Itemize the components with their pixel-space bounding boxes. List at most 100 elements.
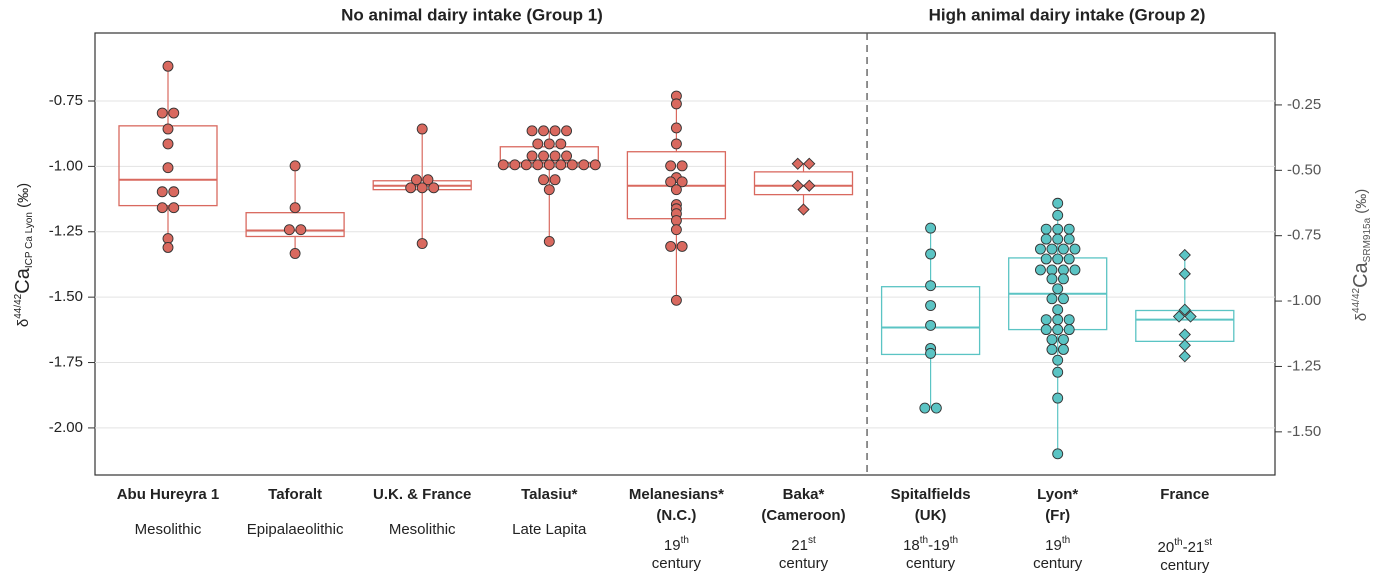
category-label: Spitalfields: [891, 486, 971, 503]
point: [1034, 264, 1046, 276]
text-segment: Mesolithic: [135, 521, 202, 538]
point: [532, 138, 544, 150]
point: [1046, 243, 1058, 255]
point: [416, 182, 428, 194]
point: [428, 182, 440, 194]
category-period: Late Lapita: [512, 521, 587, 538]
point: [289, 248, 301, 259]
point: [162, 60, 174, 72]
point: [1052, 197, 1064, 209]
point: [162, 138, 174, 150]
point: [925, 280, 937, 292]
point: [509, 159, 521, 171]
superscript: th: [1062, 535, 1070, 546]
point: [1057, 273, 1069, 285]
point: [566, 159, 578, 171]
text-segment: -21: [1183, 539, 1205, 556]
category-period: century: [906, 555, 956, 572]
category-period: 18th-19th: [903, 535, 958, 554]
point: [1057, 344, 1069, 355]
point: [1052, 314, 1064, 326]
text-segment: Mesolithic: [389, 521, 456, 538]
point: [1046, 344, 1058, 355]
point: [538, 125, 549, 137]
point: [1178, 267, 1191, 281]
category-period: 20th-21st: [1158, 537, 1213, 556]
point: [1052, 324, 1064, 336]
y2-tick-label: -0.50: [1287, 161, 1321, 178]
category-label: (Fr): [1045, 507, 1070, 524]
point: [1052, 366, 1064, 378]
text-segment: Ca: [1350, 261, 1372, 287]
point: [168, 107, 180, 119]
superscript: 44/42: [13, 293, 24, 318]
point: [561, 150, 572, 162]
plot-frame: [94, 32, 1276, 476]
subscript: SRM915a: [1362, 217, 1373, 262]
point: [1172, 310, 1186, 323]
point: [1052, 392, 1064, 404]
point: [1052, 448, 1064, 460]
point: [670, 138, 682, 150]
point: [543, 159, 555, 171]
point: [543, 138, 555, 150]
point: [289, 160, 301, 172]
point: [925, 319, 937, 331]
point: [1063, 223, 1075, 235]
point: [670, 215, 682, 226]
text-segment: century: [779, 555, 829, 572]
category-period: century: [779, 555, 829, 572]
y2-tick-label: -1.50: [1287, 423, 1321, 440]
point: [1063, 324, 1075, 336]
superscript: st: [808, 535, 816, 546]
point: [791, 179, 804, 192]
point: [295, 224, 307, 236]
point: [416, 238, 428, 249]
point: [665, 160, 677, 172]
superscript: th: [950, 535, 958, 546]
point: [803, 179, 816, 192]
category-period: 21st: [791, 535, 816, 554]
point: [670, 98, 682, 110]
category-period: 19th: [1045, 535, 1070, 554]
point: [1184, 310, 1197, 323]
text-segment: (‰): [15, 183, 32, 212]
superscript: th: [920, 535, 928, 546]
y-tick-label: -0.75: [49, 92, 83, 109]
point: [162, 123, 174, 135]
point: [538, 150, 549, 162]
point: [555, 138, 567, 150]
point: [162, 242, 174, 253]
point: [1046, 273, 1058, 285]
point: [1069, 243, 1081, 255]
point: [1178, 350, 1191, 363]
point: [1052, 209, 1064, 221]
point: [561, 125, 572, 137]
point: [1057, 293, 1069, 305]
category-period: Mesolithic: [389, 521, 456, 538]
category-label: U.K. & France: [373, 486, 471, 503]
point: [1052, 283, 1064, 295]
category-label: Melanesians*: [629, 486, 724, 503]
y-tick-label: -1.00: [49, 157, 83, 174]
point: [538, 174, 549, 186]
point: [925, 347, 937, 359]
y2-tick-label: -0.75: [1287, 227, 1321, 244]
point: [676, 176, 688, 188]
point: [549, 150, 561, 162]
point: [1052, 233, 1064, 245]
text-segment: 20: [1158, 539, 1175, 556]
point: [156, 202, 168, 214]
category-period: Epipalaeolithic: [247, 521, 344, 538]
point: [670, 122, 682, 134]
category-period: century: [1033, 555, 1083, 572]
point: [162, 162, 174, 174]
category-period: Mesolithic: [135, 521, 202, 538]
point: [1063, 314, 1075, 326]
point: [555, 159, 567, 171]
box: [753, 171, 854, 196]
text-segment: δ: [15, 319, 32, 327]
point: [520, 159, 532, 171]
category-label: (UK): [915, 507, 947, 524]
